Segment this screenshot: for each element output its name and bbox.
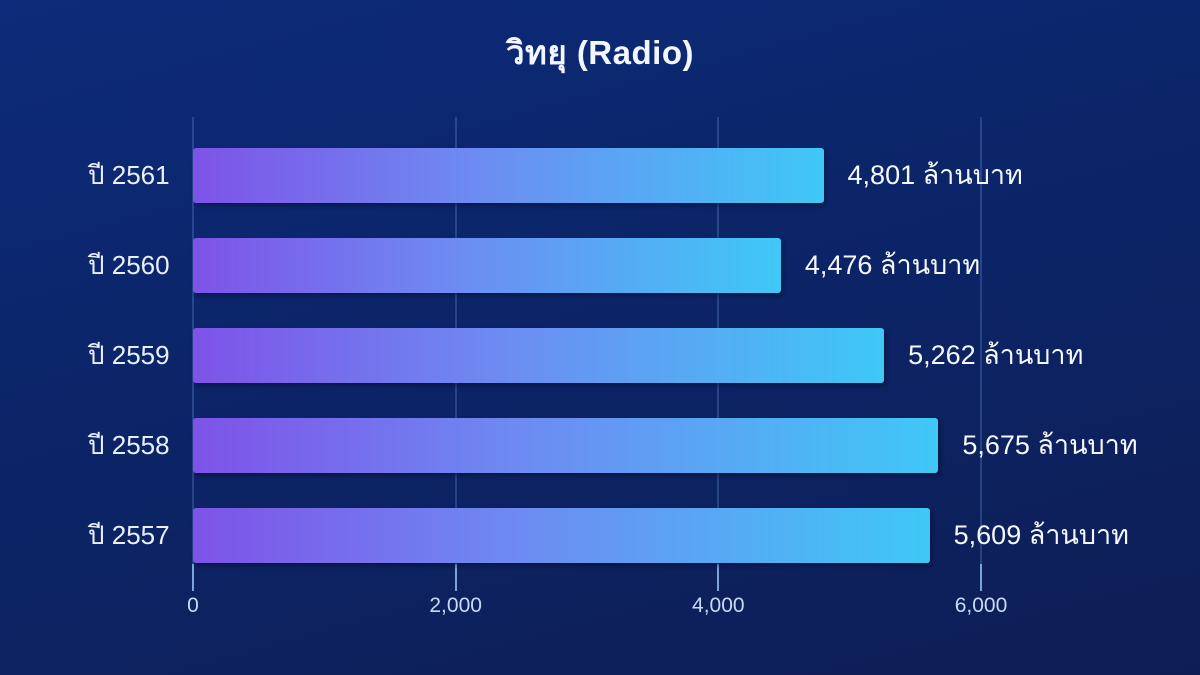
axis-tick-label: 0 — [187, 594, 199, 617]
axis-tick — [454, 564, 457, 591]
year-label: ปี 2561 — [88, 160, 170, 190]
value-bar — [193, 148, 824, 203]
axis-tick-label: 6,000 — [954, 594, 1008, 617]
axis-tick — [717, 564, 720, 591]
year-label: ปี 2557 — [88, 520, 170, 550]
chart-title: วิทยุ (Radio) — [506, 34, 694, 71]
gridline — [980, 117, 982, 591]
value-label: 5,609 ล้านบาท — [953, 520, 1129, 550]
value-label: 5,675 ล้านบาท — [962, 430, 1138, 460]
axis-tick-label: 4,000 — [692, 594, 745, 617]
value-label: 4,801 ล้านบาท — [847, 160, 1023, 190]
axis-tick — [192, 564, 194, 591]
value-bar — [193, 508, 930, 563]
value-bar — [193, 238, 781, 293]
axis-tick-label: 2,000 — [429, 594, 482, 617]
axis-tick — [980, 564, 982, 591]
value-bar — [193, 328, 885, 383]
value-bar — [193, 418, 939, 473]
year-label: ปี 2560 — [88, 250, 170, 280]
year-label: ปี 2559 — [88, 340, 170, 370]
year-label: ปี 2558 — [88, 430, 170, 460]
value-label: 5,262 ล้านบาท — [908, 340, 1084, 370]
value-label: 4,476 ล้านบาท — [804, 250, 981, 280]
